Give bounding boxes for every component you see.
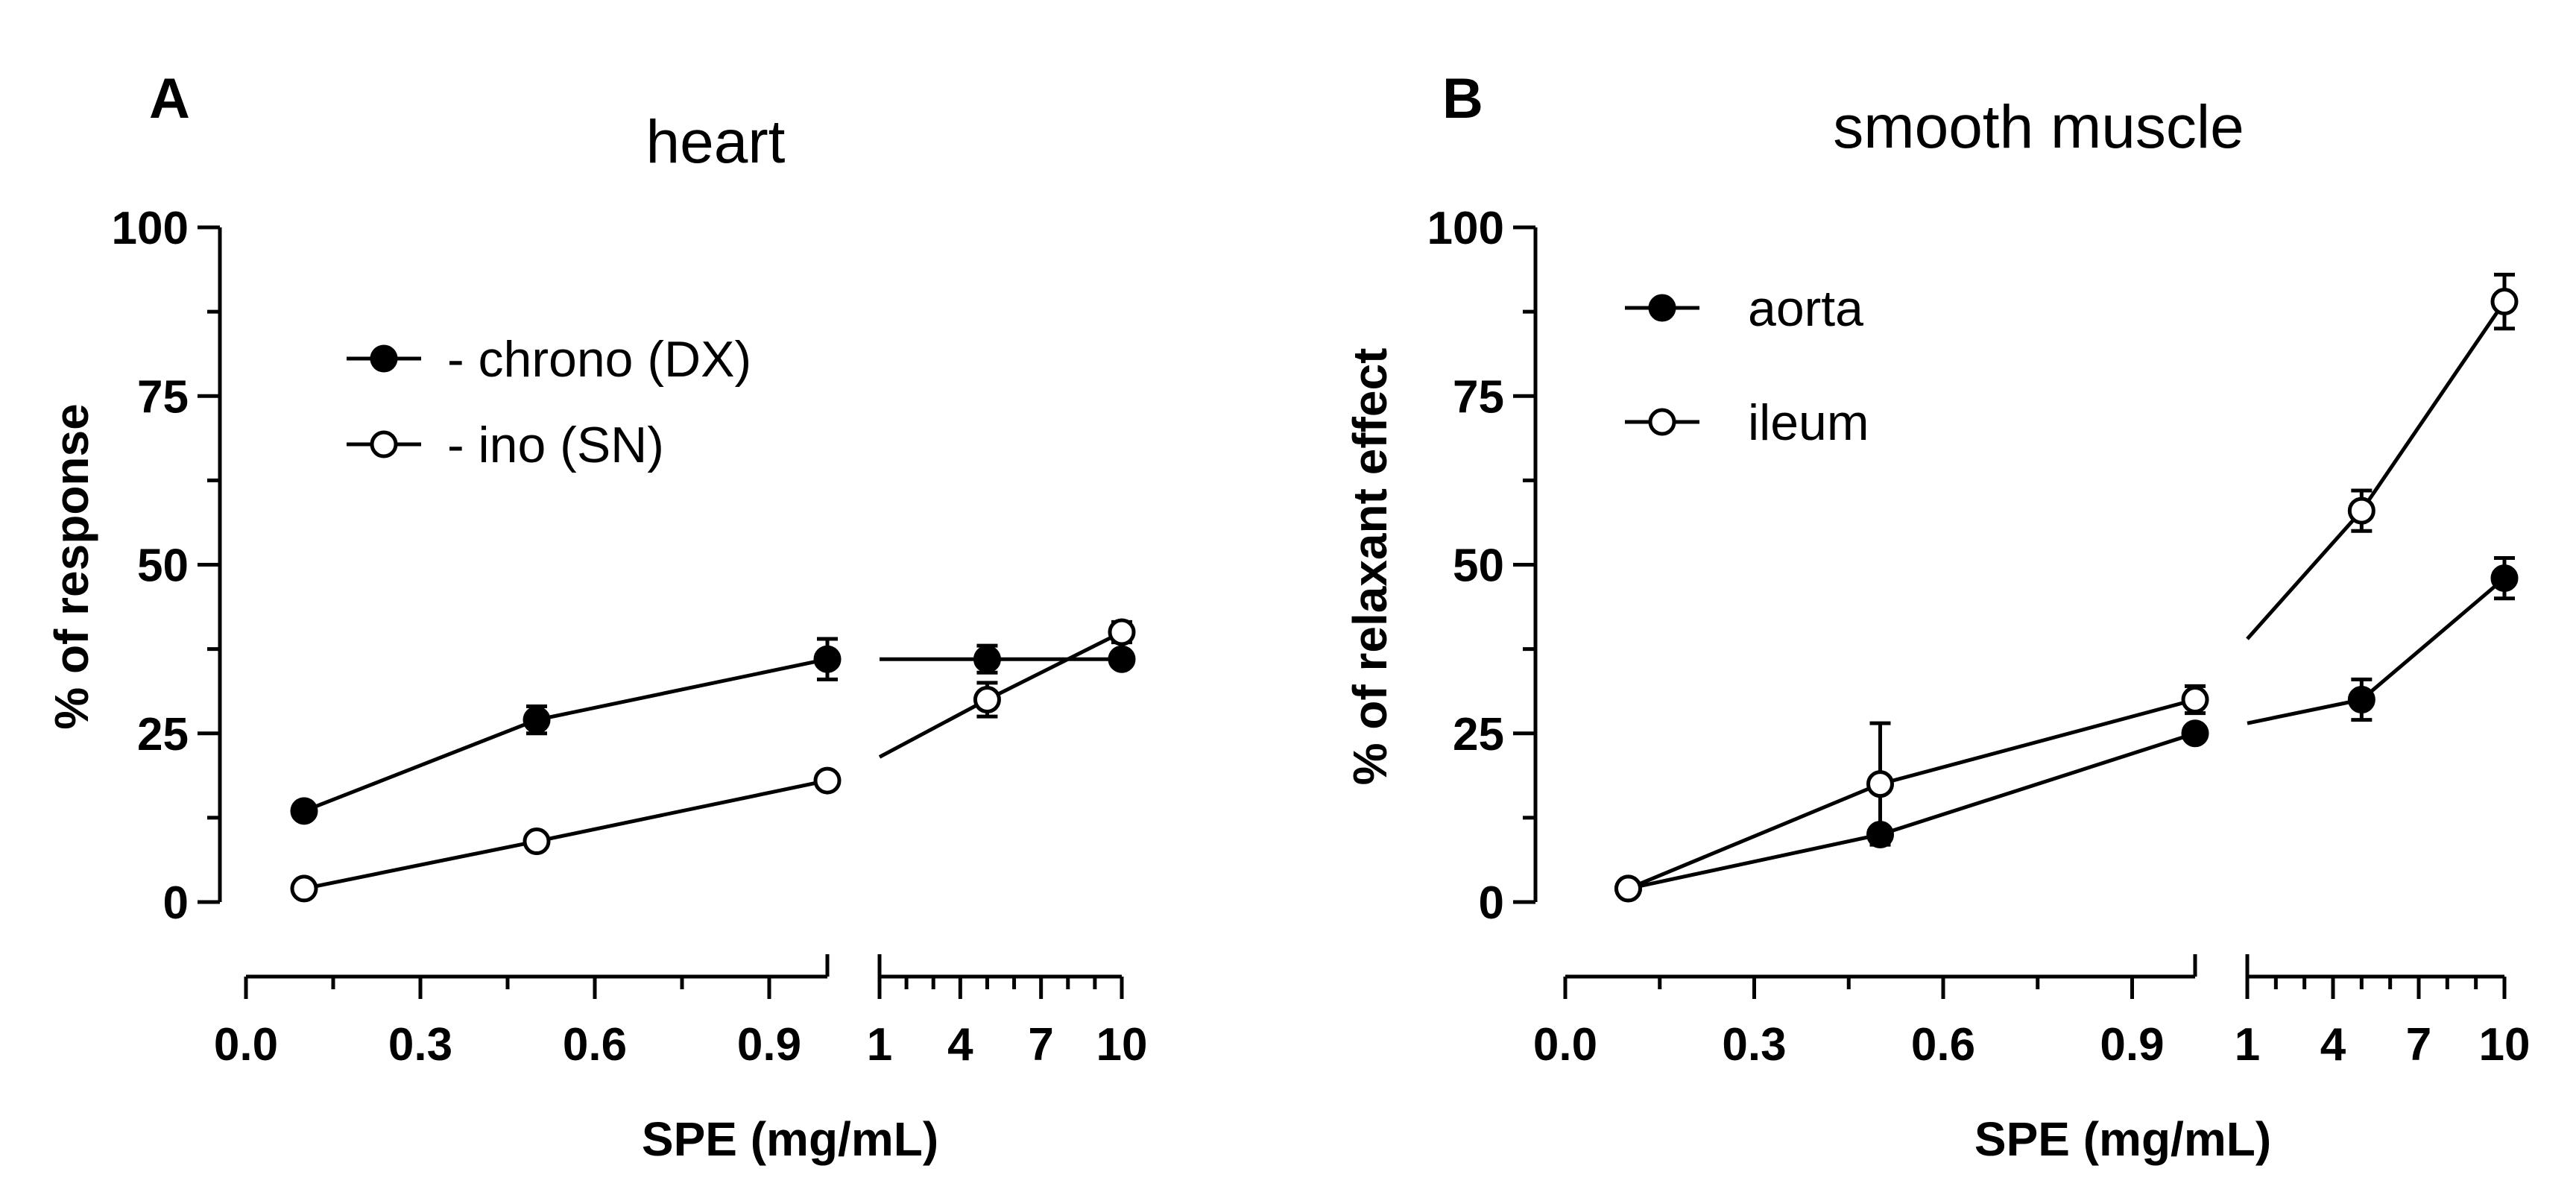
- panel-a-legend: - chrono (DX) - ino (SN): [347, 331, 751, 473]
- x-tick-label: 0.3: [388, 1019, 452, 1071]
- legend-marker-filled: [1648, 294, 1676, 322]
- panel-b-title: smooth muscle: [1833, 93, 2244, 161]
- y-tick-label: 50: [1453, 540, 1504, 592]
- data-point: [2181, 686, 2209, 713]
- data-point: [973, 645, 1001, 673]
- data-point: [523, 827, 551, 856]
- data-point: [523, 706, 551, 734]
- panel-b-y-ticks: 0 25 50 75 100: [1427, 203, 1535, 929]
- x-tick-label: 10: [1096, 1019, 1148, 1071]
- series-1: [1614, 272, 2519, 903]
- panel-b-plot-area: [1614, 272, 2519, 903]
- data-point: [813, 766, 842, 795]
- series-line-segment-2: [2246, 300, 2507, 640]
- series-0: [290, 637, 1136, 825]
- series-0: [1614, 555, 2519, 903]
- x-tick-label: 7: [1028, 1019, 1053, 1071]
- y-tick-label: 0: [163, 877, 189, 929]
- data-point: [973, 686, 1001, 713]
- x-tick-label: 4: [2320, 1019, 2346, 1071]
- y-tick-label: 100: [112, 203, 189, 254]
- panel-a: A heart % of response SPE (mg/mL) 0 25 50 7…: [45, 67, 1147, 1166]
- series-line-segment-1: [303, 778, 828, 891]
- panel-b: B smooth muscle % of relaxant effect SPE…: [1343, 67, 2530, 1166]
- series-line-segment-2: [2247, 576, 2506, 725]
- y-tick-label: 75: [1453, 371, 1504, 423]
- panel-a-y-ticks: 0 25 50 75 100: [112, 203, 220, 929]
- legend-label-aorta: aorta: [1748, 280, 1863, 337]
- legend-marker-open: [370, 430, 398, 458]
- series-line-segment-1: [1627, 698, 2196, 891]
- y-tick-label: 50: [137, 540, 189, 592]
- data-point: [1108, 645, 1136, 673]
- legend-label-ileum: ileum: [1748, 394, 1869, 451]
- panel-b-legend: aorta ileum: [1625, 280, 1869, 451]
- series-line-segment-1: [303, 657, 828, 813]
- data-point: [2347, 686, 2375, 713]
- legend-label-ino: - ino (SN): [447, 417, 664, 473]
- data-point: [1108, 618, 1136, 646]
- x-tick-label: 0.0: [1533, 1019, 1597, 1071]
- series-line-segment-1: [1627, 731, 2196, 891]
- panel-b-axes: [1533, 227, 2504, 979]
- x-tick-label: 1: [2235, 1019, 2260, 1071]
- legend-marker-open: [1648, 408, 1676, 436]
- data-point: [2490, 564, 2519, 593]
- x-tick-label: 4: [947, 1019, 973, 1071]
- panel-b-x-ticks: 0.0 0.3 0.6 0.9 1 4 7 10: [1533, 954, 2531, 1071]
- x-tick-label: 0.9: [737, 1019, 801, 1071]
- data-point: [1614, 874, 1642, 903]
- panel-a-plot-area: [290, 618, 1136, 903]
- x-tick-label: 0.6: [1911, 1019, 1975, 1071]
- data-point: [813, 645, 842, 673]
- x-tick-label: 0.3: [1722, 1019, 1786, 1071]
- y-tick-label: 0: [1479, 877, 1504, 929]
- x-tick-label: 0.0: [214, 1019, 278, 1071]
- data-point: [1866, 770, 1894, 798]
- data-point: [290, 874, 318, 903]
- panel-b-x-axis-label: SPE (mg/mL): [1974, 1112, 2271, 1166]
- x-tick-label: 7: [2406, 1019, 2431, 1071]
- data-point: [290, 797, 318, 825]
- x-tick-label: 0.9: [2100, 1019, 2164, 1071]
- series-line-segment-2: [878, 630, 1123, 759]
- x-tick-label: 10: [2479, 1019, 2531, 1071]
- y-tick-label: 25: [1453, 709, 1504, 760]
- panel-a-y-axis-label: % of response: [45, 403, 98, 729]
- legend-label-chrono: - chrono (DX): [447, 331, 751, 388]
- panel-b-letter: B: [1442, 67, 1483, 130]
- x-tick-label: 1: [867, 1019, 892, 1071]
- series-1: [290, 618, 1136, 903]
- data-point: [2181, 719, 2209, 748]
- panel-a-title: heart: [646, 108, 786, 176]
- y-tick-label: 25: [137, 709, 189, 760]
- y-tick-label: 75: [137, 371, 189, 423]
- y-tick-label: 100: [1427, 203, 1504, 254]
- panel-b-y-axis-label: % of relaxant effect: [1343, 348, 1397, 786]
- legend-marker-filled: [370, 344, 398, 373]
- data-point: [2347, 496, 2375, 525]
- panel-a-letter: A: [149, 67, 190, 130]
- panel-a-x-ticks: 0.0 0.3 0.6 0.9 1 4 7 10: [214, 954, 1148, 1071]
- data-point: [2490, 288, 2519, 316]
- panel-a-x-axis-label: SPE (mg/mL): [642, 1112, 938, 1166]
- x-tick-label: 0.6: [563, 1019, 627, 1071]
